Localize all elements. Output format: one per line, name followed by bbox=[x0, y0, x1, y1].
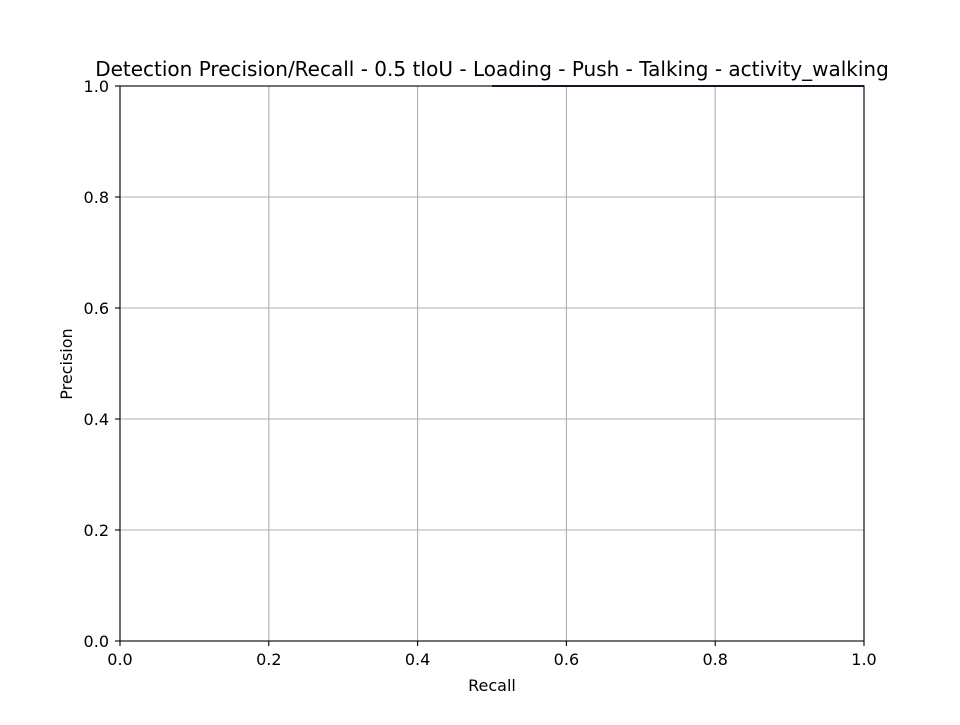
y-tick-label: 0.2 bbox=[84, 521, 109, 540]
y-tick-label: 0.6 bbox=[84, 299, 109, 318]
x-tick-label: 0.0 bbox=[107, 650, 132, 669]
x-tick-label: 1.0 bbox=[851, 650, 876, 669]
y-tick-label: 1.0 bbox=[84, 77, 109, 96]
x-tick-label: 0.6 bbox=[554, 650, 579, 669]
y-tick-label: 0.4 bbox=[84, 410, 109, 429]
x-tick-label: 0.2 bbox=[256, 650, 281, 669]
y-tick-label: 0.8 bbox=[84, 188, 109, 207]
plot-frame bbox=[119, 85, 865, 642]
x-tick-label: 0.4 bbox=[405, 650, 430, 669]
ticks: 0.0 0.2 0.4 0.6 0.8 1.0 0.0 0.2 0.4 0.6 0.8 1.0 bbox=[84, 77, 877, 669]
y-axis-label: Precision bbox=[57, 328, 76, 399]
chart-title: Detection Precision/Recall - 0.5 tIoU - … bbox=[95, 57, 889, 81]
x-axis-label: Recall bbox=[468, 676, 516, 695]
x-tick-label: 0.8 bbox=[702, 650, 727, 669]
y-tick-label: 0.0 bbox=[84, 632, 109, 651]
